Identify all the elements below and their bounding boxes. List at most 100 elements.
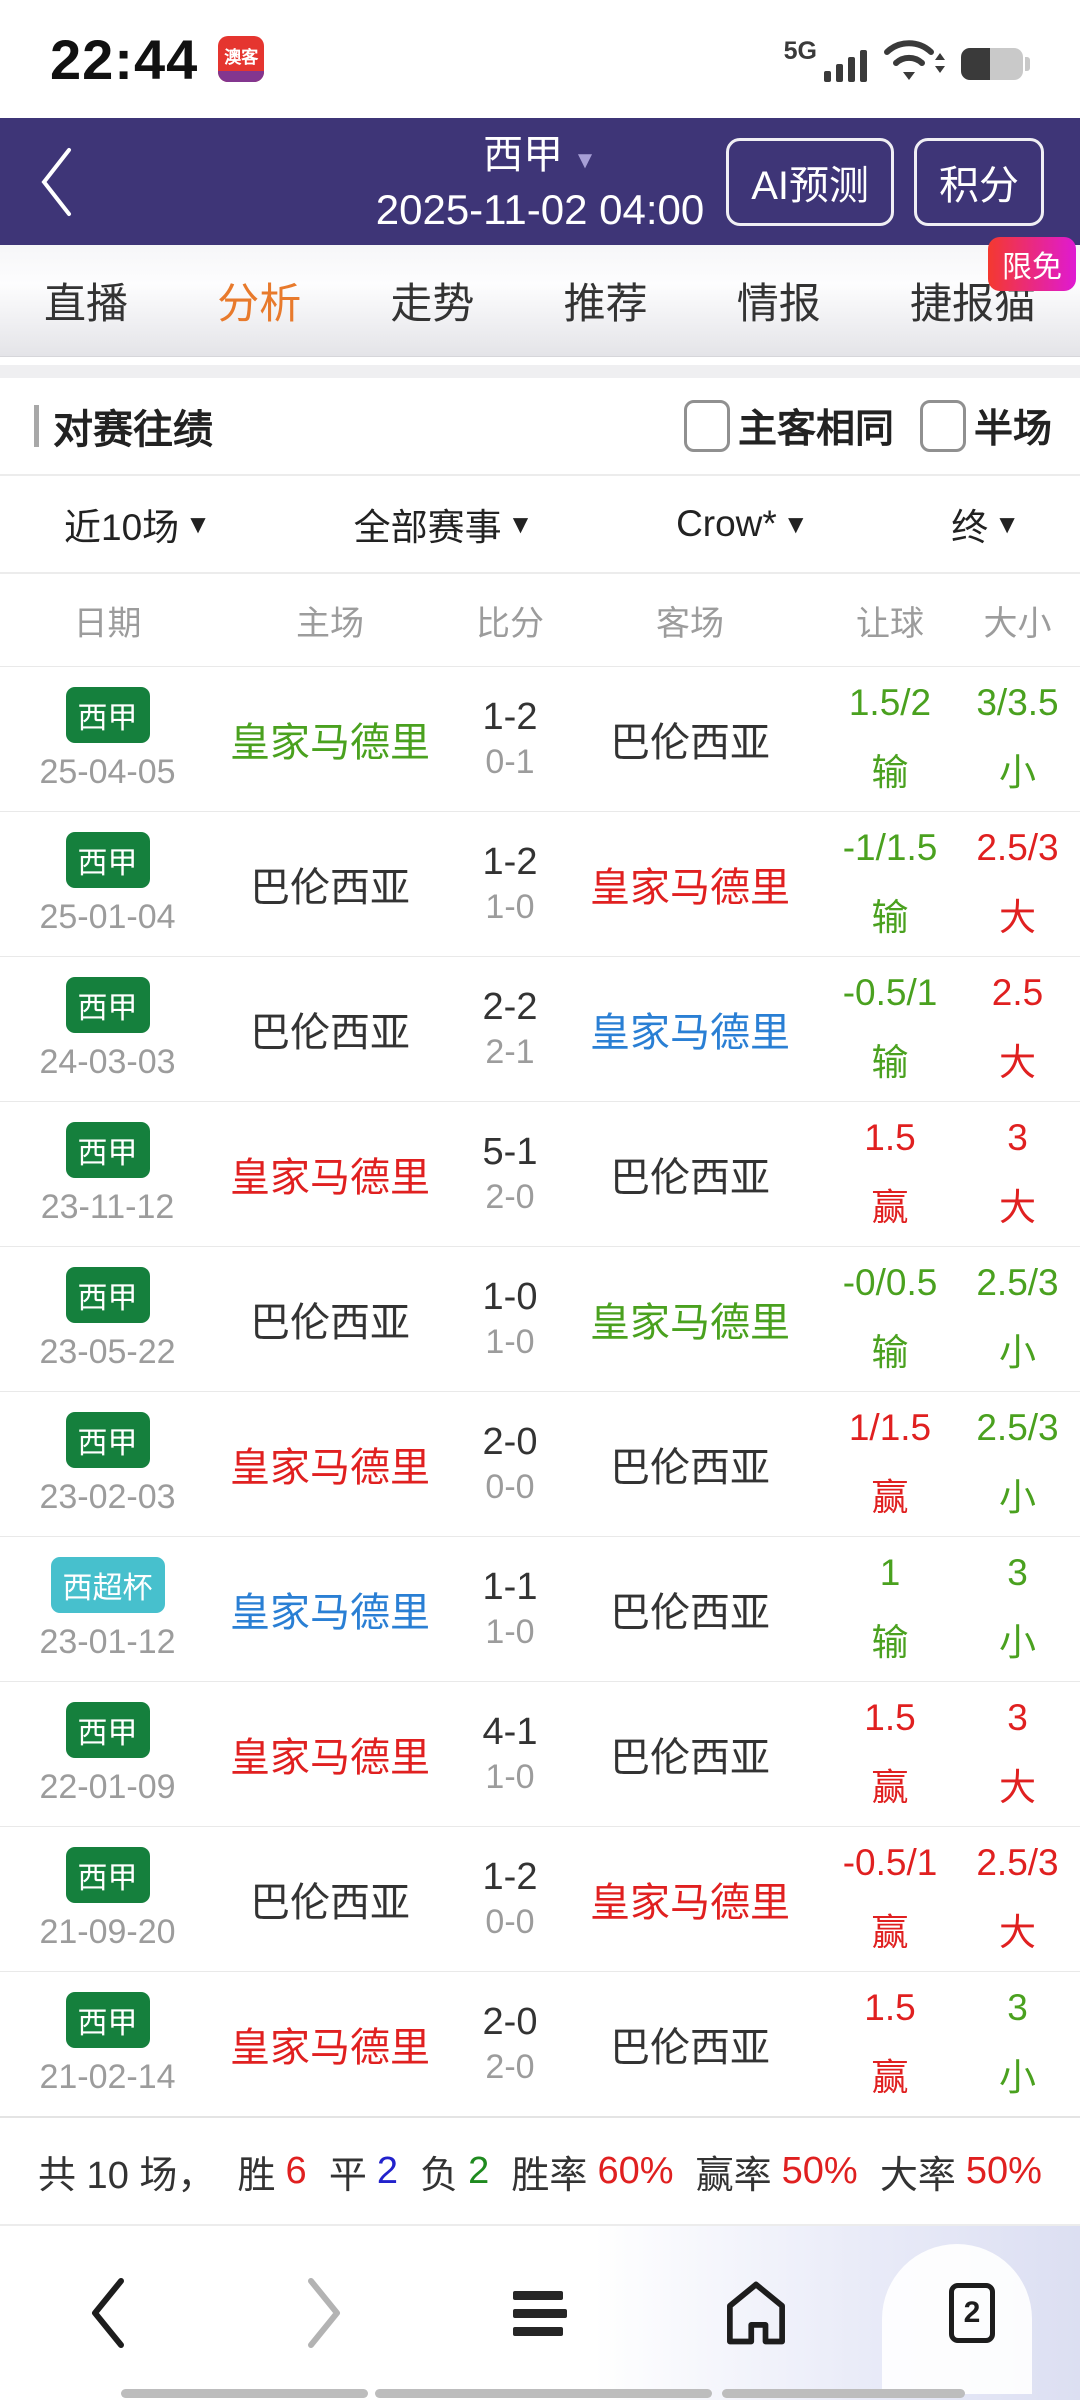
away-team: 巴伦西亚 [610, 2026, 770, 2070]
handicap-line: 1.5 [864, 1117, 916, 1158]
overunder-result: 大 [999, 1187, 1036, 1228]
overunder-line: 2.5/3 [976, 1842, 1059, 1883]
match-date: 23-01-12 [39, 1622, 176, 1661]
table-row: 西甲 23-11-12 皇家马德里 5-1 2-0 巴伦西亚 1.5 赢 3 大 [0, 1101, 1080, 1246]
home-team: 巴伦西亚 [250, 1301, 410, 1345]
away-team: 巴伦西亚 [610, 1591, 770, 1635]
league-selector[interactable]: 西甲 [483, 133, 564, 177]
table-row: 西甲 23-05-22 巴伦西亚 1-0 1-0 皇家马德里 -0/0.5 输 … [0, 1246, 1080, 1391]
overunder-result: 大 [999, 1912, 1036, 1953]
table-row: 西甲 25-01-04 巴伦西亚 1-2 1-0 皇家马德里 -1/1.5 输 … [0, 811, 1080, 956]
col-date: 日期 [73, 604, 142, 643]
ai-predict-button[interactable]: AI预测 [726, 137, 894, 226]
halftime-score: 1-0 [485, 888, 535, 926]
filter-odds-time[interactable]: 终 ▼ [951, 507, 1020, 548]
overunder-line: 3 [1007, 1117, 1028, 1158]
overunder-result: 小 [999, 1332, 1036, 1373]
league-badge: 西甲 [65, 1991, 150, 2048]
checkbox-icon[interactable] [683, 400, 730, 452]
away-team: 皇家马德里 [590, 1881, 790, 1925]
filter-bookmaker[interactable]: Crow* ▼ [676, 503, 809, 544]
overunder-result: 小 [999, 752, 1036, 793]
overunder-result: 大 [999, 897, 1036, 938]
nav-back-button[interactable] [0, 2273, 216, 2353]
match-datetime: 2025-11-02 04:00 [375, 186, 705, 233]
limited-free-badge: 限免 [988, 237, 1076, 291]
drag-bar[interactable] [375, 2389, 712, 2398]
halftime-score: 2-0 [485, 1178, 535, 1216]
tab-live[interactable]: 直播 [44, 280, 129, 327]
overunder-line: 3 [1007, 1697, 1028, 1738]
halftime-score: 1-0 [485, 1323, 535, 1361]
fulltime-score: 2-0 [482, 2001, 538, 2043]
halftime-score: 2-0 [485, 2048, 535, 2086]
handicap-result: 输 [871, 1042, 909, 1083]
clock: 22:44 [50, 27, 199, 91]
table-header: 日期 主场 比分 客场 让球 大小 [0, 574, 1080, 666]
overunder-line: 2.5/3 [976, 1262, 1059, 1303]
league-badge: 西甲 [65, 831, 150, 888]
home-team: 皇家马德里 [230, 721, 430, 765]
overunder-line: 3 [1007, 1552, 1028, 1593]
handicap-line: 1.5 [864, 1987, 916, 2028]
tab-recommend[interactable]: 推荐 [563, 280, 648, 327]
col-home: 主场 [296, 604, 364, 643]
halftime-score: 0-0 [485, 1903, 535, 1941]
drag-bar[interactable] [722, 2389, 965, 2398]
fulltime-score: 2-0 [482, 1421, 538, 1463]
tab-trend[interactable]: 走势 [390, 280, 475, 327]
league-badge: 西甲 [65, 976, 150, 1033]
nav-highlight [882, 2244, 1032, 2394]
summary-row: 共 10 场， 胜 6 平 2 负 2 胜率 60% 赢率 50% 大率 50% [0, 2116, 1080, 2224]
match-date: 22-01-09 [39, 1767, 176, 1806]
fulltime-score: 2-2 [482, 986, 538, 1028]
signal-icon: 5G [784, 37, 867, 82]
league-badge: 西甲 [65, 1846, 150, 1903]
overunder-line: 2.5/3 [976, 1407, 1059, 1448]
home-icon [727, 2281, 785, 2345]
battery-icon [961, 48, 1030, 80]
halftime-score: 2-1 [485, 1033, 535, 1071]
same-home-away-checkbox[interactable]: 主客相同 [683, 398, 894, 454]
chevron-down-icon: ▼ [782, 508, 809, 539]
home-team: 皇家马德里 [230, 1736, 430, 1780]
standings-button[interactable]: 积分 [914, 137, 1044, 226]
fulltime-score: 1-2 [482, 1856, 538, 1898]
handicap-result: 输 [871, 1332, 909, 1373]
handicap-result: 赢 [871, 1187, 909, 1228]
home-team: 皇家马德里 [230, 1156, 430, 1200]
home-team: 皇家马德里 [230, 2026, 430, 2070]
summary-item: 胜率 60% [511, 2149, 674, 2197]
col-handicap: 让球 [856, 604, 924, 643]
nav-forward-button[interactable] [216, 2273, 432, 2353]
match-date: 21-02-14 [39, 2057, 176, 2096]
tab-analysis[interactable]: 分析 [217, 280, 302, 327]
match-title[interactable]: 西甲 ▼ 2025-11-02 04:00 [376, 128, 705, 239]
fulltime-score: 5-1 [482, 1131, 538, 1173]
away-team: 巴伦西亚 [610, 1736, 770, 1780]
checkbox-icon[interactable] [919, 400, 966, 452]
away-team: 巴伦西亚 [610, 1156, 770, 1200]
h2h-section-header: 对赛往绩 主客相同 半场 [0, 378, 1080, 474]
nav-tabs-button[interactable]: 2 [864, 2283, 1080, 2343]
col-overunder: 大小 [983, 604, 1052, 643]
filter-competition[interactable]: 全部赛事 ▼ [353, 507, 534, 548]
divider [0, 474, 1080, 476]
handicap-line: -1/1.5 [842, 827, 938, 868]
h2h-table: 西甲 25-04-05 皇家马德里 1-2 0-1 巴伦西亚 1.5/2 输 3… [0, 666, 1080, 2116]
drag-bar[interactable] [121, 2389, 368, 2398]
table-row: 西超杯 23-01-12 皇家马德里 1-1 1-0 巴伦西亚 1 输 3 小 [0, 1536, 1080, 1681]
half-time-checkbox[interactable]: 半场 [919, 398, 1052, 454]
section-separator [0, 365, 1080, 378]
handicap-result: 赢 [871, 1477, 909, 1518]
filter-recent-games[interactable]: 近10场 ▼ [64, 507, 211, 548]
tab-intel[interactable]: 情报 [736, 280, 821, 327]
back-icon[interactable] [36, 144, 76, 220]
bottom-nav: 2 [0, 2224, 1080, 2400]
nav-home-button[interactable] [648, 2275, 864, 2351]
nav-menu-button[interactable] [432, 2283, 648, 2343]
league-badge: 西甲 [65, 1411, 150, 1468]
home-team: 皇家马德里 [230, 1591, 430, 1635]
